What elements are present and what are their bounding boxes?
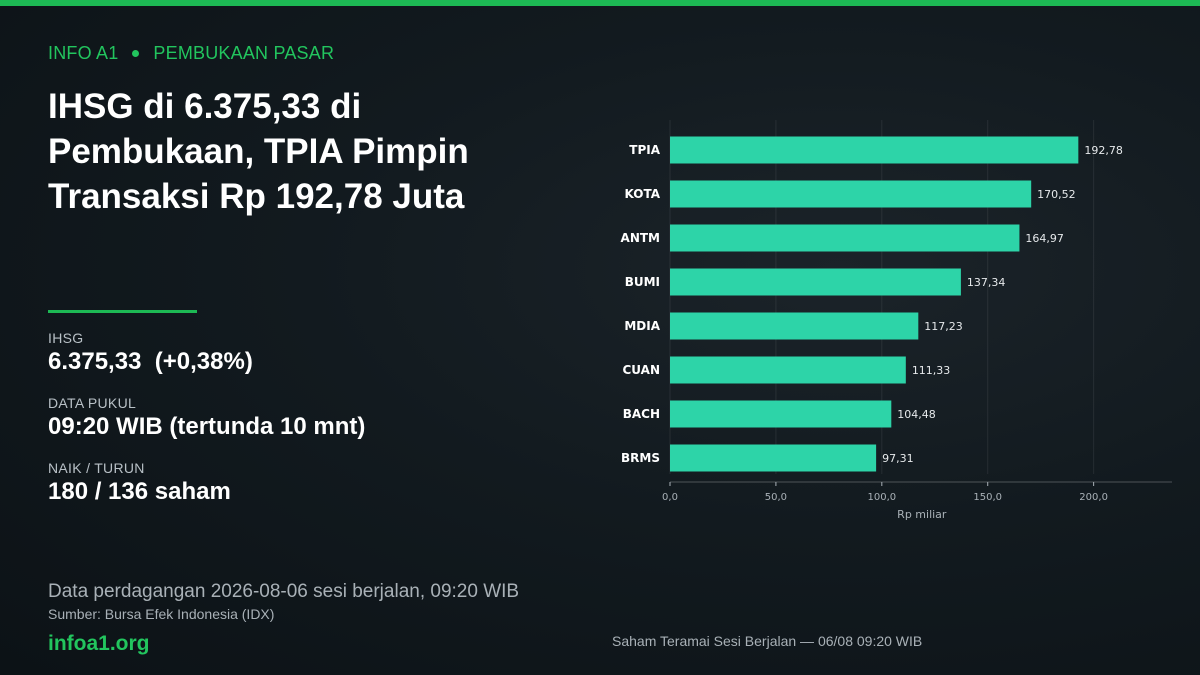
value-label: 170,52 [1037,188,1076,201]
top-accent-bar [0,0,1200,6]
data-note: Data perdagangan 2026-08-06 sesi berjala… [48,581,520,602]
bar-chart: TPIA 192,78 KOTA 170,52 ANTM 164,97 BUMI 137,34… [621,120,1172,521]
bar [670,400,892,428]
stat-label: DATA PUKUL [48,395,137,411]
stat-breadth: NAIK / TURUN 180 / 136 saham [48,460,231,506]
x-tick-label: 100,0 [867,492,896,503]
category-label: BRMS [621,451,660,465]
category-label: BUMI [625,275,660,289]
bar [670,136,1079,164]
category-label: CUAN [622,363,660,377]
x-tick-label: 50,0 [765,492,787,503]
stat-ihsg: IHSG 6.375,33 (+0,38%) [48,330,253,376]
x-tick-label: 150,0 [973,492,1002,503]
x-axis-label: Rp miliar [897,508,947,521]
category-label: BACH [623,407,660,421]
bullet-dot [132,50,140,57]
category-label: KOTA [624,187,660,201]
chart-caption: Saham Teramai Sesi Berjalan — 06/08 09:2… [612,633,923,649]
divider [48,310,197,313]
value-label: 192,78 [1084,144,1123,157]
value-label: 104,48 [897,408,936,421]
category-label: ANTM [621,231,660,245]
site-link[interactable]: infoa1.org [48,632,150,655]
bar [670,444,877,472]
category-label: MDIA [624,319,660,333]
category-label: TPIA [629,143,660,157]
stat-label: IHSG [48,330,84,346]
source-note: Sumber: Bursa Efek Indonesia (IDX) [48,606,275,622]
bar [670,312,919,340]
stat-value: 180 / 136 saham [48,478,231,505]
kicker: INFO A1 PEMBUKAAN PASAR [48,43,334,64]
headline: IHSG di 6.375,33 di Pembukaan, TPIA Pimp… [48,87,469,216]
bar [670,180,1032,208]
x-tick-label: 200,0 [1079,492,1108,503]
stat-label: NAIK / TURUN [48,460,145,476]
value-label: 164,97 [1025,232,1064,245]
x-tick-label: 0,0 [662,492,678,503]
bar [670,268,961,296]
value-label: 111,33 [912,364,951,377]
value-label: 97,31 [882,452,914,465]
bar [670,356,906,384]
stat-value: 6.375,33 (+0,38%) [48,348,253,375]
value-label: 137,34 [967,276,1006,289]
brand-label: INFO A1 [48,43,119,63]
stat-value: 09:20 WIB (tertunda 10 mnt) [48,413,366,440]
stat-time: DATA PUKUL 09:20 WIB (tertunda 10 mnt) [48,395,365,441]
section-label: PEMBUKAAN PASAR [153,43,335,63]
value-label: 117,23 [924,320,963,333]
bar [670,224,1020,252]
